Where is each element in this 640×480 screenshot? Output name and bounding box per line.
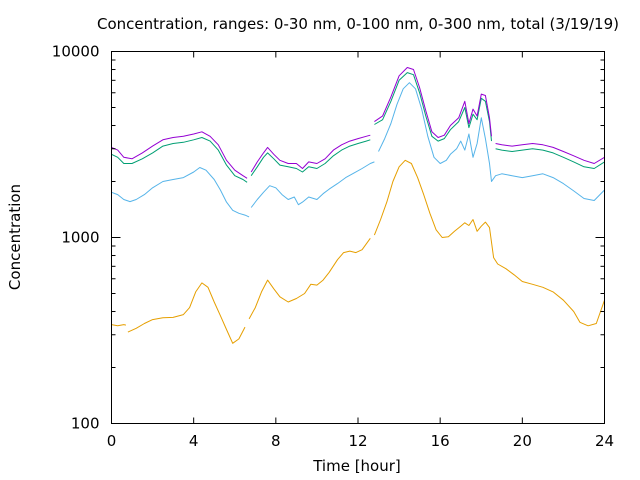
series-2-line <box>378 82 605 201</box>
x-tick-label: 12 <box>348 432 367 450</box>
series-4-line <box>111 131 248 179</box>
plot-frame <box>111 51 605 424</box>
series-1-line <box>248 238 371 320</box>
x-tick-label: 0 <box>107 432 117 450</box>
x-tick-label: 4 <box>189 432 199 450</box>
series-4-line <box>250 134 371 173</box>
series-4-line <box>495 143 605 164</box>
x-axis-label: Time [hour] <box>312 457 401 475</box>
axis-layer: 0 4 8 12 16 20 24 100 1000 10000 <box>52 43 614 451</box>
y-tick-label: 10000 <box>52 43 100 61</box>
x-tick-label: 8 <box>271 432 281 450</box>
series-layer <box>111 67 605 344</box>
y-tick-label: 100 <box>71 415 100 433</box>
y-axis-label: Concentration <box>6 184 24 290</box>
series-3-line <box>374 72 492 142</box>
series-1-line <box>373 159 605 327</box>
series-2-line <box>250 161 375 208</box>
series-4-line <box>374 67 492 138</box>
x-tick-label: 24 <box>595 432 614 450</box>
series-2-line <box>111 167 250 218</box>
series-3-line <box>250 139 371 176</box>
chart-title: Concentration, ranges: 0-30 nm, 0-100 nm… <box>97 15 619 33</box>
series-3-line <box>111 137 248 183</box>
x-tick-label: 16 <box>431 432 450 450</box>
series-1-line <box>111 324 127 327</box>
series-3-line <box>495 148 605 169</box>
x-tick-label: 20 <box>513 432 532 450</box>
y-tick-label: 1000 <box>61 229 99 247</box>
series-1-line <box>127 282 246 344</box>
